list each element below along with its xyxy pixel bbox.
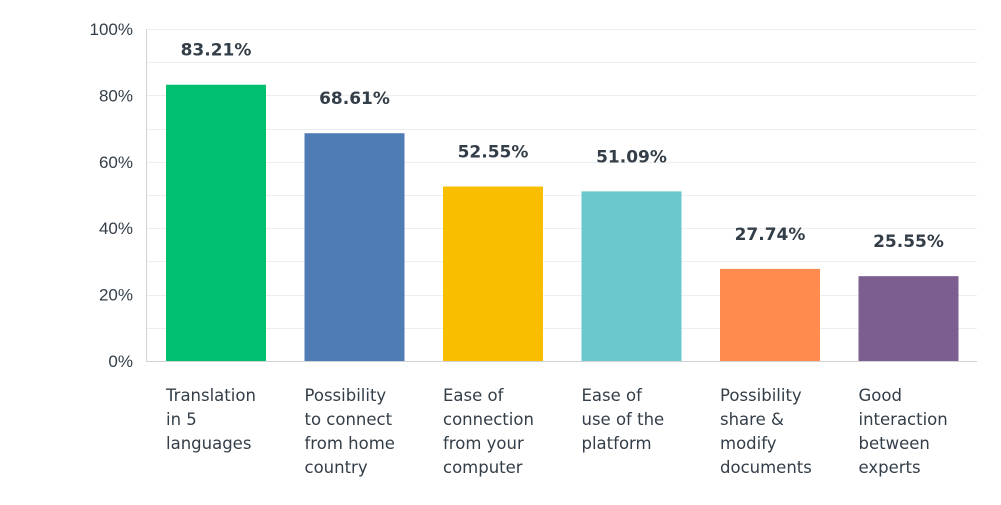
y-tick-label: 80%	[99, 86, 133, 105]
data-label: 27.74%	[735, 225, 806, 245]
data-labels: 83.21% 68.61% 52.55% 51.09% 27.74% 25.55%	[181, 41, 944, 252]
y-tick-label: 60%	[99, 153, 133, 172]
data-label: 83.21%	[181, 41, 252, 61]
grid-lines	[146, 29, 977, 329]
category-label: Translation in 5 languages	[165, 386, 256, 453]
y-tick-label: 40%	[99, 219, 133, 238]
bar	[304, 133, 405, 361]
y-tick-label: 0%	[108, 352, 133, 371]
category-label-line: interaction	[859, 410, 948, 429]
bar	[720, 268, 820, 361]
category-label-line: platform	[582, 434, 652, 453]
y-tick-label: 20%	[99, 286, 133, 305]
data-label: 25.55%	[873, 232, 944, 252]
category-label-line: in 5	[166, 410, 197, 429]
category-label-line: share &	[720, 410, 784, 429]
bar	[443, 186, 543, 361]
data-label: 52.55%	[458, 143, 529, 163]
category-label-line: computer	[443, 458, 523, 477]
category-label-line: use of the	[582, 410, 665, 429]
category-label-line: country	[305, 458, 368, 477]
data-label: 68.61%	[319, 89, 390, 109]
x-axis-category-labels: Translation in 5 languages Possibility to co…	[165, 386, 948, 477]
y-axis-tick-labels: 0% 20% 40% 60% 80% 100%	[90, 20, 133, 371]
category-label-line: documents	[720, 458, 812, 477]
category-label: Possibility share & modify documents	[720, 386, 812, 477]
category-label-line: experts	[859, 458, 921, 477]
bars	[166, 84, 959, 361]
category-label: Possibility to connect from home country	[305, 386, 395, 477]
bar	[858, 276, 959, 361]
category-label-line: connection	[443, 410, 534, 429]
category-label-line: Ease of	[582, 386, 644, 405]
category-label-line: Possibility	[720, 386, 802, 405]
bar	[166, 84, 266, 361]
category-label-line: modify	[720, 434, 777, 453]
category-label-line: Good	[859, 386, 902, 405]
category-label-line: Ease of	[443, 386, 505, 405]
category-label-line: languages	[166, 434, 251, 453]
category-label: Ease of use of the platform	[582, 386, 665, 453]
y-tick-label: 100%	[90, 20, 133, 39]
category-label-line: to connect	[305, 410, 393, 429]
category-label-line: from your	[443, 434, 524, 453]
category-label: Ease of connection from your computer	[443, 386, 534, 477]
category-label-line: Possibility	[305, 386, 387, 405]
category-label-line: from home	[305, 434, 395, 453]
category-label-line: Translation	[165, 386, 256, 405]
category-label: Good interaction between experts	[859, 386, 948, 477]
data-label: 51.09%	[596, 147, 667, 167]
category-label-line: between	[859, 434, 930, 453]
bar	[581, 191, 682, 361]
